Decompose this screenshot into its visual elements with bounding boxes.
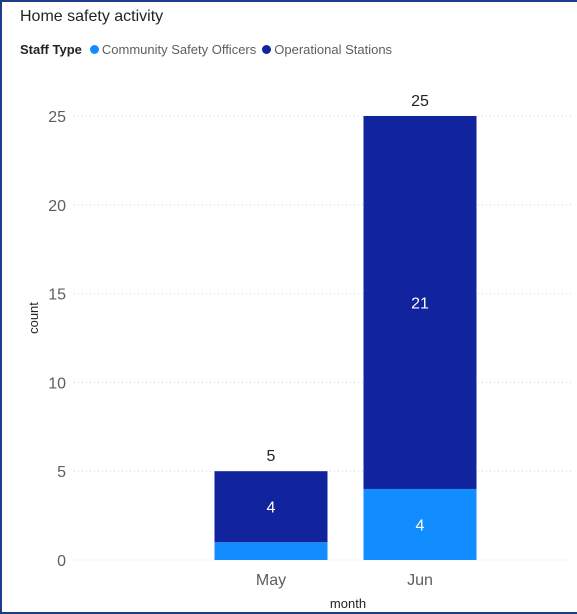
x-axis-ticks: May Jun (256, 572, 433, 589)
y-axis-ticks: 0 5 10 15 20 25 (48, 109, 66, 570)
total-label: 25 (411, 93, 429, 110)
legend-label-operational-stations: Operational Stations (274, 42, 393, 57)
x-axis-title: month (330, 596, 366, 611)
chart-title: Home safety activity (20, 8, 164, 25)
bars (214, 116, 477, 560)
bar-may-community-safety-officers (214, 542, 328, 560)
bar-jun-operational-stations (363, 116, 477, 489)
y-axis-title: count (26, 302, 41, 334)
legend-marker-community-safety-officers (89, 45, 99, 54)
legend-item-community-safety-officers[interactable]: Community Safety Officers (89, 42, 257, 57)
data-label: 4 (416, 517, 425, 534)
y-tick-label: 0 (57, 553, 66, 570)
y-tick-label: 10 (48, 375, 66, 392)
chart-legend: Staff Type Community Safety Officers Ope… (20, 42, 398, 57)
x-tick-label: Jun (407, 572, 433, 589)
y-tick-label: 15 (48, 287, 66, 304)
legend-label-community-safety-officers: Community Safety Officers (101, 42, 257, 57)
y-tick-label: 25 (48, 109, 66, 126)
data-label: 4 (267, 500, 276, 517)
y-tick-label: 5 (57, 464, 66, 481)
data-labels: 4 5 4 21 25 (267, 93, 429, 534)
legend-title: Staff Type (20, 42, 82, 57)
bar-may-operational-stations (214, 471, 328, 543)
y-tick-label: 20 (48, 198, 66, 215)
data-label: 21 (411, 295, 429, 312)
legend-marker-operational-stations (262, 45, 272, 54)
total-label: 5 (267, 448, 276, 465)
legend-item-operational-stations[interactable]: Operational Stations (262, 42, 392, 57)
x-tick-label: May (256, 572, 286, 589)
bar-jun-community-safety-officers (363, 488, 477, 560)
